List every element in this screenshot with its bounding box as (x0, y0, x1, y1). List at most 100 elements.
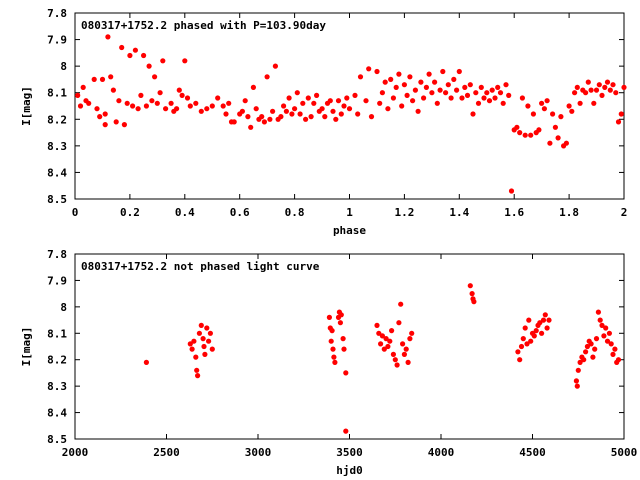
data-point (410, 98, 416, 104)
data-point (440, 68, 446, 75)
data-point (583, 90, 589, 96)
x-tick-label: 1.4 (449, 206, 469, 219)
data-point (404, 92, 410, 98)
data-point (245, 114, 251, 120)
data-point (102, 111, 108, 117)
data-point (409, 330, 415, 336)
data-point (97, 114, 103, 120)
data-point (340, 336, 346, 342)
data-point (595, 309, 602, 315)
data-point (381, 346, 387, 352)
data-point (555, 135, 561, 141)
data-point (344, 95, 350, 101)
data-point (196, 330, 202, 336)
data-point (281, 103, 287, 109)
x-tick-label: 1.2 (394, 206, 414, 219)
x-tick-label: 0.8 (285, 206, 305, 219)
data-point (612, 346, 618, 352)
data-point (338, 312, 344, 318)
data-point (456, 68, 462, 75)
data-point (429, 90, 435, 96)
data-point (536, 127, 542, 133)
data-point (289, 111, 295, 117)
data-point (357, 74, 364, 80)
data-point (328, 338, 334, 344)
data-point (272, 63, 278, 69)
y-axis-label: I[mag] (20, 327, 33, 367)
data-point (223, 111, 229, 117)
x-tick-label: 4000 (428, 446, 455, 459)
data-point (297, 111, 303, 117)
data-point (182, 58, 188, 64)
data-point (294, 90, 300, 96)
data-point (130, 103, 136, 109)
data-point (519, 95, 526, 101)
y-tick-label: 8 (60, 301, 67, 314)
data-point (314, 92, 320, 98)
data-point (464, 92, 471, 98)
data-point (530, 111, 537, 117)
plot-frame (74, 12, 625, 200)
data-point (382, 79, 388, 85)
data-point (341, 346, 347, 352)
data-point (518, 343, 525, 350)
data-point (379, 333, 385, 339)
data-point (143, 103, 149, 109)
data-point (160, 58, 166, 64)
data-point (331, 354, 337, 360)
data-point (525, 103, 531, 109)
data-point (563, 140, 570, 146)
data-point (127, 52, 133, 59)
data-point (569, 108, 575, 114)
data-point (102, 122, 108, 128)
data-point (305, 95, 311, 101)
data-point (588, 341, 594, 347)
data-point (378, 341, 384, 347)
data-point (86, 100, 92, 106)
data-point (539, 330, 545, 336)
data-point (343, 370, 349, 376)
data-point (113, 119, 119, 125)
data-point (303, 116, 309, 122)
data-point (506, 92, 512, 98)
data-point (585, 79, 591, 85)
data-point (467, 82, 473, 88)
data-point (198, 108, 204, 114)
data-point (311, 100, 317, 106)
data-point (99, 76, 106, 82)
x-axis-label: hjd0 (336, 464, 363, 477)
data-point (338, 111, 344, 117)
data-point (596, 82, 602, 88)
data-point (368, 114, 375, 120)
data-point (584, 343, 591, 350)
data-point (94, 106, 100, 112)
data-point (326, 314, 332, 320)
data-point (152, 74, 158, 80)
data-point (392, 357, 398, 363)
data-point (135, 106, 141, 112)
data-point (283, 108, 289, 114)
data-point (226, 100, 232, 106)
data-point (524, 341, 530, 347)
y-tick-label: 8.2 (47, 354, 67, 367)
data-point (220, 103, 226, 109)
data-point (537, 320, 543, 326)
data-point (462, 84, 468, 90)
data-point (610, 351, 616, 357)
data-point (352, 92, 358, 98)
data-point (91, 76, 97, 82)
data-point (366, 66, 372, 72)
data-point (253, 106, 259, 112)
data-point (108, 74, 114, 80)
data-point (550, 111, 556, 117)
data-point (503, 82, 509, 88)
data-point (116, 98, 122, 104)
data-point (471, 299, 477, 305)
data-point (396, 71, 402, 77)
data-point (341, 103, 347, 109)
data-point (528, 132, 534, 138)
y-tick-label: 7.8 (47, 7, 67, 20)
data-point (187, 103, 193, 109)
y-tick-label: 8 (60, 60, 67, 73)
data-point (415, 108, 421, 114)
